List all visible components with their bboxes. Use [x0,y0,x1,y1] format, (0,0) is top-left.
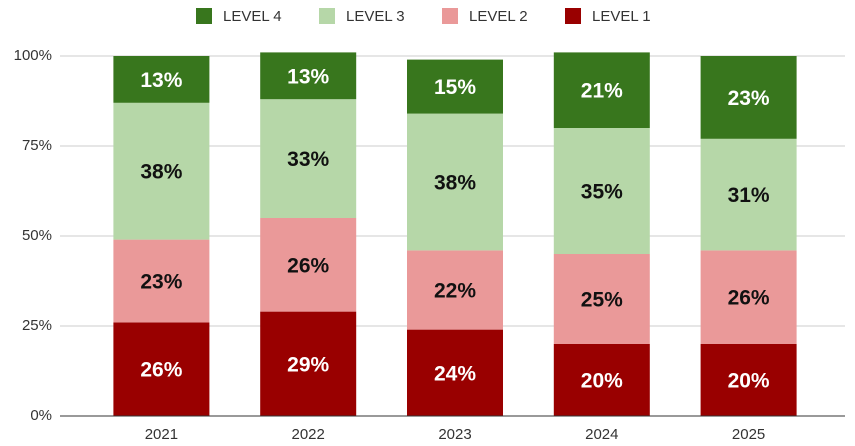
value-label: 26% [287,254,329,277]
bar-segment [260,311,357,416]
legend-label: LEVEL 1 [592,8,651,25]
bar-segment [407,329,503,416]
value-label: 38% [434,172,476,195]
x-tick-label: 2024 [585,426,618,443]
legend-label: LEVEL 3 [346,8,405,25]
value-label: 20% [581,370,623,393]
value-label: 33% [287,148,329,171]
value-label: 31% [728,184,770,207]
value-label: 23% [728,87,770,110]
value-label: 26% [140,359,182,382]
legend-swatch [442,8,458,24]
bar-segment [553,344,650,416]
bar-segment [407,250,503,330]
bar-segment [260,218,357,312]
bar-segment [113,102,210,240]
bar-segment [113,56,210,103]
bar-segment [113,322,210,416]
bar-segment [553,254,650,344]
bar-segment [553,52,650,128]
x-tick-label: 2021 [145,426,178,443]
y-tick-label: 100% [14,47,52,64]
x-tick-label: 2022 [292,426,325,443]
bar-segment [260,52,357,100]
legend-swatch [196,8,212,24]
x-tick-label: 2025 [732,426,765,443]
legend-swatch [565,8,581,24]
legend-label: LEVEL 4 [223,8,282,25]
bar-segment [260,99,357,218]
bar-segment [553,128,650,254]
legend-swatch [319,8,335,24]
x-tick-label: 2023 [438,426,471,443]
value-label: 20% [728,370,770,393]
y-tick-label: 25% [22,317,52,334]
value-label: 38% [140,161,182,184]
y-tick-label: 0% [30,407,52,424]
value-label: 26% [728,287,770,310]
value-label: 29% [287,353,329,376]
value-label: 15% [434,76,476,99]
bar-segment [700,138,797,251]
bar-segment [113,239,210,323]
value-label: 13% [140,69,182,92]
value-label: 25% [581,289,623,312]
legend-label: LEVEL 2 [469,8,528,25]
value-label: 13% [287,65,329,88]
value-label: 22% [434,280,476,303]
y-tick-label: 50% [22,227,52,244]
bar-segment [700,56,797,139]
bar-segment [407,113,503,251]
value-label: 35% [581,181,623,204]
value-label: 21% [581,80,623,103]
bar-segment [700,250,797,344]
bar-segment [407,59,503,114]
bar-segment [700,344,797,416]
value-label: 23% [140,271,182,294]
y-tick-label: 75% [22,137,52,154]
value-label: 24% [434,362,476,385]
